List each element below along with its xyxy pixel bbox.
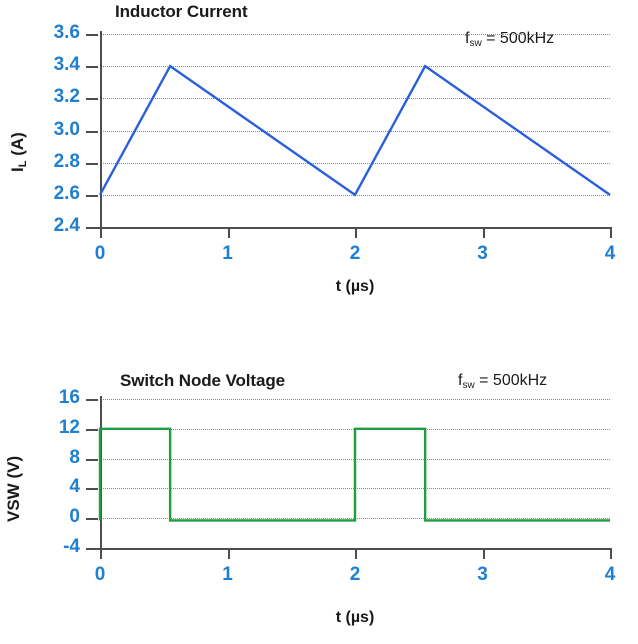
x-axis-tick-label: 3 <box>477 564 488 585</box>
series-canvas <box>98 427 610 522</box>
annotation-subscript-bottom: sw <box>462 380 475 391</box>
gridline-horizontal <box>100 34 610 35</box>
y-axis-tick <box>86 518 98 521</box>
x-axis-tick-label: 0 <box>94 564 106 585</box>
y-axis-tick <box>86 66 98 69</box>
x-axis-tick <box>610 548 612 559</box>
plot-area-switch-node-voltage: -4 0 4 8 12 16 0 1 2 3 4 <box>59 387 615 585</box>
annotation-subscript-top: sw <box>469 38 482 49</box>
annotation-base-top: f <box>465 30 470 47</box>
y-axis-tick <box>86 458 98 461</box>
y-axis-tick-label: 2.6 <box>53 182 80 204</box>
x-axis-tick <box>355 548 357 559</box>
annotation-base-bottom: f <box>458 372 463 389</box>
x-axis-tick-label: 4 <box>604 564 616 585</box>
gridline-horizontal <box>100 399 610 400</box>
y-axis-tick-label: 2.8 <box>53 150 80 172</box>
y-axis-tick <box>86 428 98 431</box>
x-axis-tick-label: 0 <box>94 243 106 264</box>
x-axis-tick <box>482 227 485 238</box>
y-axis-tick-label: 3.0 <box>53 118 80 140</box>
y-axis-line <box>100 31 102 227</box>
x-axis-tick <box>482 548 485 559</box>
y-axis-tick-label: 3.4 <box>53 54 80 76</box>
y-axis-tick-label: 2.4 <box>53 215 80 236</box>
x-axis-tick <box>610 227 612 238</box>
x-axis-tick-label: 3 <box>477 243 488 264</box>
y-axis-tick <box>86 130 98 133</box>
x-axis-tick <box>100 548 102 559</box>
y-axis-tick <box>86 548 98 550</box>
x-axis-label-bottom: t (µs) <box>335 609 375 626</box>
x-axis-line <box>86 227 610 229</box>
y-axis-tick <box>86 98 98 101</box>
y-axis-tick-label: 3.2 <box>53 86 80 108</box>
x-axis-line <box>86 548 610 550</box>
y-axis-tick <box>86 34 98 36</box>
y-axis-tick-label: 0 <box>69 506 80 528</box>
x-axis-tick <box>355 227 357 238</box>
y-axis-tick-label: 4 <box>69 476 80 498</box>
y-axis-tick-label: 12 <box>58 416 80 438</box>
annotation-switching-frequency-bottom: fsw = 500kHz <box>458 372 548 391</box>
x-axis-tick <box>227 548 230 559</box>
chart-switch-node-voltage: Switch Node Voltage fsw = 500kHz VSW (V)… <box>0 350 638 644</box>
chart-title-inductor-current: Inductor Current <box>115 2 248 21</box>
y-axis-tick <box>86 227 98 229</box>
annotation-rest-bottom: = 500kHz <box>474 372 548 389</box>
x-axis-label-top: t (µs) <box>335 278 375 295</box>
x-axis-tick-label: 1 <box>222 243 233 264</box>
chart-title-switch-node-voltage: Switch Node Voltage <box>120 371 285 390</box>
data-series-line <box>98 64 611 197</box>
gridline-horizontal <box>100 98 610 100</box>
y-axis-tick <box>86 488 98 491</box>
y-axis-tick-label: 8 <box>69 446 80 468</box>
y-axis-tick <box>86 399 98 401</box>
y-axis-tick <box>86 194 98 197</box>
y-axis-tick-label: 3.6 <box>53 22 80 43</box>
gridline-horizontal <box>100 130 610 132</box>
x-axis-tick-label: 2 <box>349 243 361 264</box>
y-axis-tick <box>86 162 98 165</box>
gridline-horizontal <box>100 162 610 164</box>
plot-area-inductor-current: 2.4 2.6 2.8 3.0 3.2 3.4 3.6 0 1 2 3 4 <box>54 22 616 264</box>
chart-inductor-current: Inductor Current fsw = 500kHz IL (A) 2.4… <box>0 0 638 320</box>
gridline-horizontal <box>100 66 610 68</box>
x-axis-tick-label: 4 <box>604 243 616 264</box>
series-canvas <box>98 64 611 197</box>
x-axis-tick <box>100 227 102 238</box>
x-axis-tick-label: 1 <box>222 564 233 585</box>
data-series-line <box>98 427 610 522</box>
y-axis-tick-label: -4 <box>63 536 80 557</box>
x-axis-tick <box>227 227 230 238</box>
y-axis-tick-label: 16 <box>58 387 80 408</box>
x-axis-tick-label: 2 <box>349 564 361 585</box>
